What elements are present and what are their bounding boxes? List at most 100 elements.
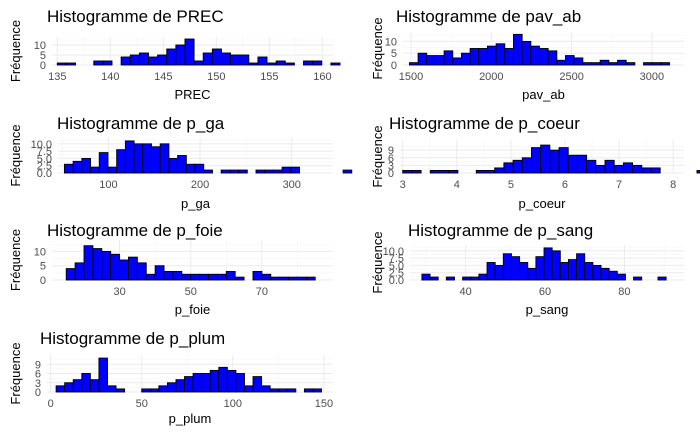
chart-title: Histogramme de p_sang [408,221,593,240]
x-tick-label: 4 [454,179,460,191]
histogram-bar [278,388,288,393]
histogram-bar [116,149,126,174]
histogram-bar [558,147,569,174]
histogram-bar [72,160,83,174]
histogram-bar [141,388,151,393]
histogram-bar [136,262,147,281]
histogram-bar [244,385,254,393]
histogram-bar [92,248,103,281]
histogram-bar [98,152,109,174]
histogram-bar [616,273,626,281]
histogram-bar [184,376,194,393]
histogram-bar [595,164,606,174]
histogram-bar [199,273,209,281]
x-axis-label: p_foie [175,302,210,317]
histogram-bar [264,169,274,174]
histogram-bar [55,385,66,393]
y-tick-label: 7.5 [37,146,52,158]
histogram-bar [110,253,121,281]
x-tick-label: 5 [508,179,514,191]
histogram-bar [225,270,236,281]
histogram-bar [495,43,506,66]
histogram-bar [279,276,289,281]
histogram-bar [641,167,652,174]
histogram-bar [238,169,248,174]
histogram-bar [272,169,283,174]
histogram-bar [530,45,540,66]
histogram-bar [234,276,245,281]
histogram-bar [81,373,91,393]
histogram-bar [166,48,177,66]
histogram-bar [168,157,179,174]
y-tick-label: 10.0 [383,246,404,258]
histogram-bar [98,357,108,393]
histogram-bar [81,157,91,174]
histogram-bar [266,62,277,66]
histogram-bar [573,57,584,66]
histogram-bar [208,273,218,281]
histogram-bar [124,140,135,174]
y-tick-label: 0.0 [37,168,52,180]
x-tick-label: 80 [618,286,630,298]
histogram-bar [286,388,297,393]
histogram-bar [229,169,240,174]
histogram-bar [193,60,204,66]
histogram-bar [281,166,292,174]
y-tick-label: 3 [388,160,394,172]
histogram-bar [275,60,286,66]
histogram-bar [63,163,74,174]
histogram-bar [270,276,281,281]
y-tick-label: 10 [34,40,46,52]
histogram-bar [521,40,532,66]
y-tick-label: 2.5 [389,268,404,280]
histogram-bar [239,54,250,66]
x-tick-label: 30 [113,286,125,298]
x-tick-label: 150 [207,71,225,83]
x-tick-label: 100 [99,179,117,191]
histogram-bar [290,166,300,174]
y-axis-label: Fréquence [8,342,23,404]
histogram-bar [211,48,222,66]
y-tick-label: 0 [35,387,41,399]
histogram-bar [502,253,512,281]
histogram-bar [487,45,497,66]
y-tick-label: 5 [40,50,46,62]
histogram-bar [284,62,295,66]
histogram-bar [120,56,131,66]
x-tick-label: 135 [48,71,66,83]
histogram-bar [157,54,168,66]
histogram-bar [475,170,486,174]
histogram-bar [439,170,450,174]
histogram-bar [192,373,203,393]
x-tick-label: 160 [313,71,331,83]
y-axis-label: Fréquence [370,125,385,187]
histogram-bar [443,50,454,66]
x-tick-label: 2000 [479,71,503,83]
histogram-bar [226,369,237,393]
x-tick-label: 50 [185,286,197,298]
y-tick-label: 0 [40,60,46,72]
histogram-bar [586,159,597,174]
histogram-bar [576,154,588,174]
x-tick-label: 2500 [559,71,583,83]
histogram-bar [93,60,104,66]
histogram-bar [288,276,298,281]
histogram-bar [567,259,578,281]
histogram-bar [543,247,553,281]
histogram-bar [600,267,610,281]
histogram-bar [261,273,272,281]
histogram-bar [494,264,504,281]
histogram-bar [696,170,700,174]
histogram-bar [175,44,186,66]
histogram-bar [255,169,266,174]
histogram-bar [559,262,569,281]
histogram-bar [608,270,618,281]
y-tick-label: 10 [34,246,46,258]
y-tick-label: 5 [391,48,397,60]
histogram-bar [185,163,196,174]
histogram-bar [660,62,670,66]
